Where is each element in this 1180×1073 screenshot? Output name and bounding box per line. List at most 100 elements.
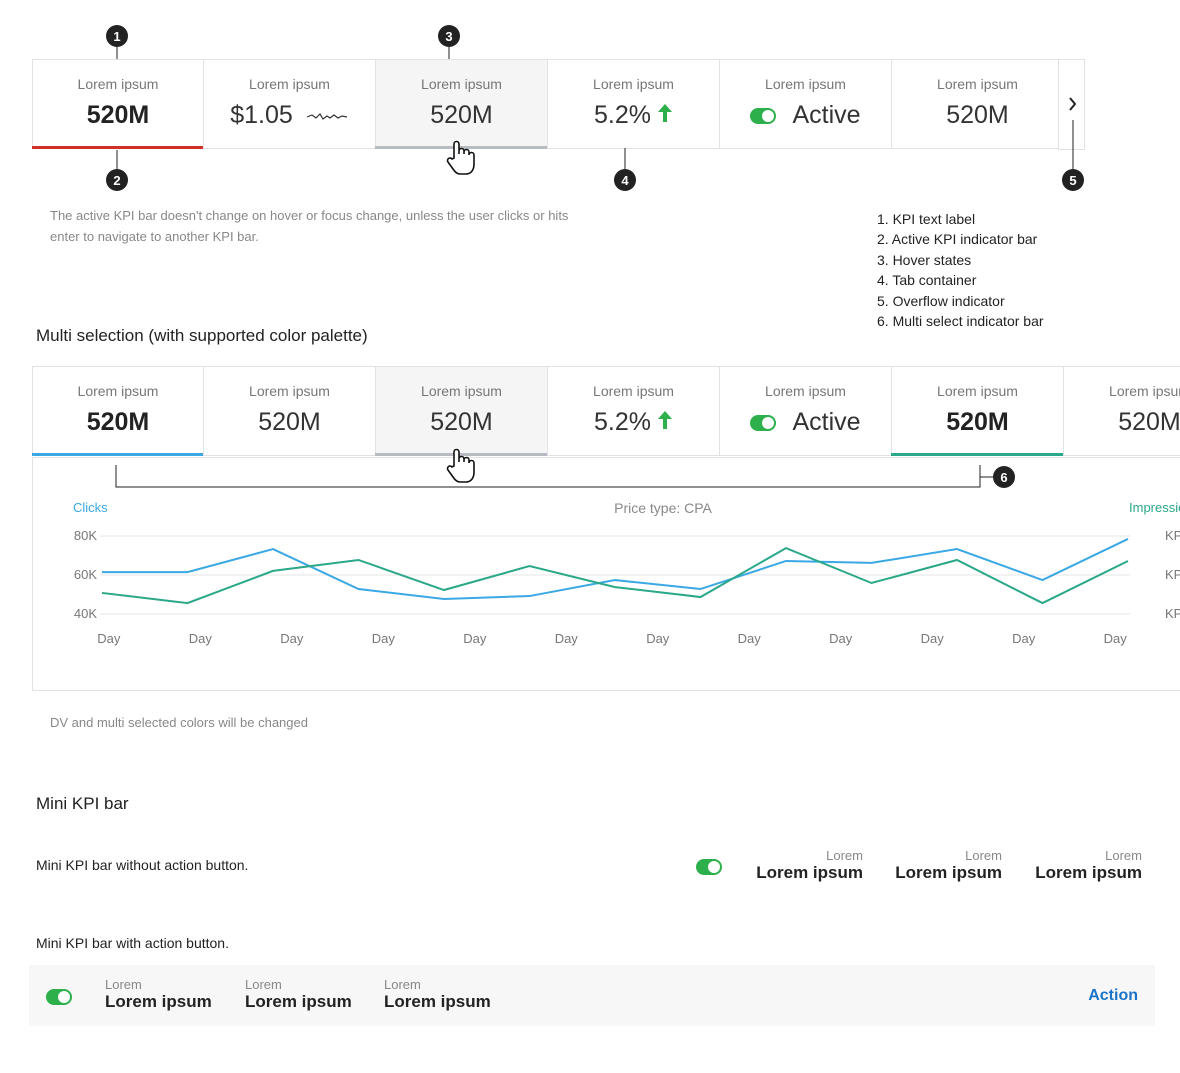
kpi-tab[interactable]: Lorem ipsum 520M — [375, 59, 548, 149]
value-text: 520M — [430, 101, 493, 129]
value-text: Active — [792, 101, 861, 129]
kpi-label: Lorem ipsum — [421, 76, 502, 92]
kpi-tab[interactable]: Lorem ipsum 520M — [203, 366, 376, 456]
kpi-label: Lorem ipsum — [421, 383, 502, 399]
callout-number: 1 — [113, 29, 120, 44]
mini-kpi-item: Lorem Lorem ipsum — [895, 848, 1002, 883]
kpi-value: 520M — [376, 408, 547, 437]
mini-kpi-label: Lorem — [245, 977, 282, 992]
callout-number: 3 — [445, 29, 452, 44]
kpi-tab[interactable]: Lorem ipsum 5.2% — [547, 59, 720, 149]
legend: 1. KPI text label 2. Active KPI indicator… — [877, 209, 1044, 331]
mini-kpi-value: Lorem ipsum — [1035, 863, 1142, 882]
callout-number: 5 — [1069, 173, 1076, 188]
kpi-value: 520M — [204, 408, 375, 437]
mini-kpi-label: Lorem — [826, 848, 863, 863]
kpi-value: 5.2% — [548, 101, 719, 130]
mini-kpi-value: Lorem ipsum — [756, 863, 863, 882]
kpi-value: $1.05 — [204, 101, 375, 130]
kpi-tab[interactable]: Lorem ipsum $1.05 — [203, 59, 376, 149]
mini-kpi-value: Lorem ipsum — [384, 992, 491, 1011]
kpi-label: Lorem ipsum — [765, 383, 846, 399]
value-text: 520M — [86, 101, 150, 129]
indicator-bar — [32, 453, 204, 456]
kpi-tab[interactable]: Lorem ipsum 5.2% — [547, 366, 720, 456]
kpi-label: Lorem ipsum — [593, 76, 674, 92]
indicator-bar — [375, 146, 548, 149]
kpi-value: 520M — [33, 101, 203, 130]
kpi-bar: Lorem ipsum 520M Lorem ipsum 520M Lorem ipsu… — [32, 366, 1180, 457]
kpi-tab[interactable]: Lorem ipsum 520M — [375, 366, 548, 456]
mini-kpi-item: Lorem Lorem ipsum — [384, 977, 491, 1012]
caption: Mini KPI bar with action button. — [36, 935, 229, 951]
kpi-tab[interactable]: Lorem ipsum Active — [719, 59, 892, 149]
mini-kpi-value: Lorem ipsum — [245, 992, 352, 1011]
mini-kpi-label: Lorem — [1105, 848, 1142, 863]
callout — [614, 169, 636, 191]
section-title: Mini KPI bar — [36, 794, 129, 813]
kpi-value: 520M — [892, 408, 1063, 437]
legend-item: 4. Tab container — [877, 272, 977, 289]
toggle[interactable] — [750, 415, 777, 432]
up-arrow — [657, 104, 672, 122]
note: DV and multi selected colors will be cha… — [50, 715, 308, 730]
indicator-bar — [891, 453, 1064, 456]
action-button[interactable]: Action — [1088, 987, 1138, 1004]
kpi-tab[interactable]: Lorem ipsum 520M — [891, 59, 1064, 149]
mini-kpi-item: Lorem Lorem ipsum — [1035, 848, 1142, 883]
toggle[interactable] — [750, 108, 777, 125]
mini-kpi-item: Lorem Lorem ipsum — [756, 848, 863, 883]
mini-kpi-bar — [29, 965, 1155, 1026]
kpi-tab[interactable]: Lorem ipsum 520M — [32, 366, 204, 456]
kpi-label: Lorem ipsum — [1109, 383, 1180, 399]
kpi-label: Lorem ipsum — [249, 383, 330, 399]
indicator-bar — [32, 146, 204, 149]
kpi-tab[interactable]: Lorem ipsum 520M — [891, 366, 1064, 456]
callout — [106, 25, 128, 47]
toggle[interactable] — [696, 858, 722, 876]
kpi-value: 520M — [892, 101, 1063, 130]
overflow-indicator[interactable] — [1058, 59, 1085, 150]
kpi-label: Lorem ipsum — [249, 76, 330, 92]
mini-kpi-value: Lorem ipsum — [895, 863, 1002, 882]
value-text: Active — [792, 408, 861, 436]
kpi-label: Lorem ipsum — [937, 383, 1018, 399]
kpi-label: Lorem ipsum — [77, 76, 159, 92]
mini-kpi-label: Lorem — [965, 848, 1002, 863]
kpi-value: 520M — [33, 408, 203, 437]
up-arrow — [657, 411, 672, 429]
callout-number: 4 — [621, 173, 629, 188]
value-text: 5.2% — [594, 408, 651, 436]
legend-item: 5. Overflow indicator — [877, 292, 1005, 309]
kpi-label: Lorem ipsum — [77, 383, 159, 399]
value-text: 520M — [430, 408, 493, 436]
kpi-tab[interactable]: Lorem ipsum 520M — [1063, 366, 1180, 456]
kpi-label: Lorem ipsum — [765, 76, 846, 92]
mini-kpi-item: Lorem Lorem ipsum — [105, 977, 212, 1012]
kpi-value: 520M — [1064, 408, 1180, 437]
legend-item: 3. Hover states — [877, 251, 972, 268]
kpi-value: Active — [720, 101, 891, 130]
kpi-tab[interactable]: Lorem ipsum Active — [719, 366, 892, 456]
indicator-bar — [375, 453, 548, 456]
section-title: Multi selection (with supported color pa… — [36, 326, 368, 345]
value-text: 520M — [946, 101, 1009, 129]
mini-kpi-value: Lorem ipsum — [105, 992, 212, 1011]
value-text: 5.2% — [594, 101, 651, 129]
legend-item: 1. KPI text label — [877, 211, 976, 227]
callout — [106, 169, 128, 191]
chevron — [1069, 97, 1077, 111]
toggle[interactable] — [46, 988, 72, 1006]
caption: Mini KPI bar without action button. — [36, 857, 249, 873]
value-text: $1.05 — [230, 101, 293, 129]
note: The active KPI bar doesn't change on hov… — [50, 208, 569, 244]
kpi-label: Lorem ipsum — [937, 76, 1018, 92]
kpi-value: Active — [720, 408, 891, 437]
kpi-tab[interactable]: Lorem ipsum 520M — [32, 59, 204, 149]
chart-frame — [32, 457, 1180, 691]
kpi-bar: Lorem ipsum 520M Lorem ipsum $1.05 Lorem ips… — [32, 59, 1085, 150]
legend-item: 6. Multi select indicator bar — [877, 313, 1044, 330]
kpi-value: 520M — [376, 101, 547, 130]
legend-item: 2. Active KPI indicator bar — [877, 231, 1038, 248]
